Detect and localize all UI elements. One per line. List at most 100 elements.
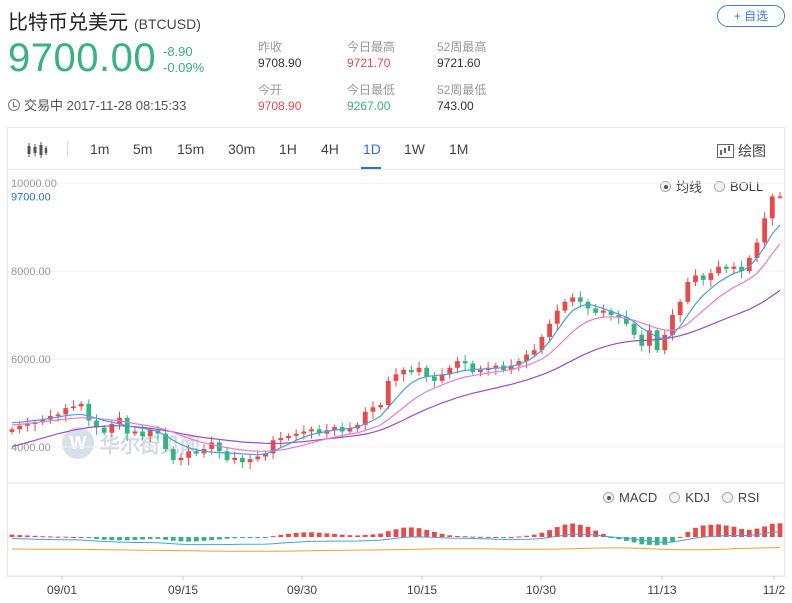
macd-bar xyxy=(55,536,61,538)
stat-label: 昨收 xyxy=(258,40,283,54)
stat-52w-high: 52周最高 9721.60 xyxy=(437,39,486,71)
macd-bar xyxy=(739,528,744,537)
timeframe-1m-month[interactable]: 1M xyxy=(449,141,469,157)
macd-bar xyxy=(570,523,576,537)
macd-bar xyxy=(508,536,514,538)
macd-bar xyxy=(86,537,92,539)
rsi-radio[interactable]: RSI xyxy=(721,490,760,505)
macd-dif-line xyxy=(11,531,781,546)
candle-body xyxy=(539,336,545,351)
macd-bar xyxy=(777,523,783,537)
x-tick-label: 11/13 xyxy=(647,583,676,597)
macd-bar xyxy=(608,537,614,538)
candle-body xyxy=(40,419,46,423)
stat-value: 9721.60 xyxy=(437,56,481,70)
stat-label: 今日最高 xyxy=(347,40,396,54)
watermark-logo-icon: W xyxy=(62,427,94,459)
macd-bar xyxy=(247,537,253,538)
macd-bar xyxy=(524,535,529,537)
macd-bar xyxy=(286,533,291,537)
stat-value: 9721.70 xyxy=(347,56,391,70)
candle-body xyxy=(754,242,760,258)
stat-day-low: 今日最低 9267.00 xyxy=(347,82,395,114)
candle-body xyxy=(132,431,138,434)
candle-body xyxy=(685,282,691,302)
macd-bar xyxy=(393,529,399,537)
timeframe-1d[interactable]: 1D xyxy=(363,141,381,157)
timeframe-4h[interactable]: 4H xyxy=(321,141,339,157)
candle-body xyxy=(631,323,637,335)
candle-body xyxy=(547,323,552,337)
candle-body xyxy=(439,374,445,381)
candle-body xyxy=(462,361,468,364)
candle-body xyxy=(677,301,683,316)
y-tick-label: 4000.00 xyxy=(11,442,51,454)
timeframe-1w[interactable]: 1W xyxy=(404,141,425,157)
stat-label: 52周最低 xyxy=(437,83,487,97)
chart-type-icon[interactable] xyxy=(26,142,48,158)
macd-bar xyxy=(624,537,629,541)
candle-body xyxy=(616,315,622,318)
candle-body xyxy=(63,408,69,415)
candle-body xyxy=(455,361,460,368)
macd-bar xyxy=(147,537,153,539)
candle-body xyxy=(516,361,522,366)
stat-52w-low: 52周最低 743.00 xyxy=(437,82,486,114)
candle-body xyxy=(278,438,284,441)
macd-bar xyxy=(416,528,422,537)
y-tick-label: 8000.00 xyxy=(11,266,51,278)
instrument-name: 比特币兑美元 xyxy=(8,12,128,34)
price-change: -8.90 -0.09% xyxy=(163,44,204,76)
macd-bar xyxy=(48,536,53,538)
candle-body xyxy=(693,275,698,283)
candle-body xyxy=(255,456,261,460)
candle-body xyxy=(24,423,30,426)
active-timeframe-indicator xyxy=(361,167,381,169)
timeframe-5m[interactable]: 5m xyxy=(133,141,153,157)
ma-radio[interactable]: 均线 xyxy=(660,177,702,196)
macd-bar xyxy=(693,527,698,537)
ma-fast-line xyxy=(11,224,781,456)
candle-body xyxy=(232,457,238,461)
draw-tool-button[interactable]: 绘图 xyxy=(717,141,766,161)
kdj-radio[interactable]: KDJ xyxy=(669,490,710,505)
macd-bar xyxy=(593,530,599,537)
x-tick-label: 09/30 xyxy=(287,583,317,597)
candle-body xyxy=(224,451,230,461)
timeframe-30m[interactable]: 30m xyxy=(228,141,256,157)
macd-bar xyxy=(332,533,337,537)
clock-icon xyxy=(8,98,20,111)
macd-bar xyxy=(385,531,391,537)
macd-bar xyxy=(554,527,560,537)
macd-bar xyxy=(470,536,476,538)
macd-bar xyxy=(685,531,691,537)
candle-body xyxy=(94,420,99,428)
timeframe-1m[interactable]: 1m xyxy=(90,141,110,157)
macd-radio[interactable]: MACD xyxy=(603,490,657,505)
candle-body xyxy=(408,369,414,373)
macd-bar xyxy=(109,537,115,541)
draw-label: 绘图 xyxy=(738,143,766,159)
stat-label: 52周最高 xyxy=(437,40,487,54)
chart-toolbar: 1m 5m 15m 30m 1H 4H 1D 1W 1M 绘图 xyxy=(8,128,784,170)
candle-body xyxy=(647,330,652,346)
candle-body xyxy=(723,266,729,269)
kdj-label: KDJ xyxy=(685,490,710,505)
candle-body xyxy=(140,431,145,437)
candle-body xyxy=(600,310,606,313)
candle-body xyxy=(708,273,714,280)
candle-body xyxy=(393,374,399,381)
candle-body xyxy=(370,407,376,412)
candle-body xyxy=(240,457,245,463)
indicator-selector: MACD KDJ RSI xyxy=(591,490,760,505)
macd-bar xyxy=(746,529,752,537)
candle-body xyxy=(270,440,276,454)
timeframe-15m[interactable]: 15m xyxy=(177,141,205,157)
add-watchlist-button[interactable]: + 自选 xyxy=(717,5,785,27)
timeframe-1h[interactable]: 1H xyxy=(279,141,297,157)
macd-bar xyxy=(677,536,683,538)
candle-body xyxy=(385,380,391,406)
macd-bar xyxy=(478,536,483,538)
macd-bar xyxy=(216,537,222,540)
